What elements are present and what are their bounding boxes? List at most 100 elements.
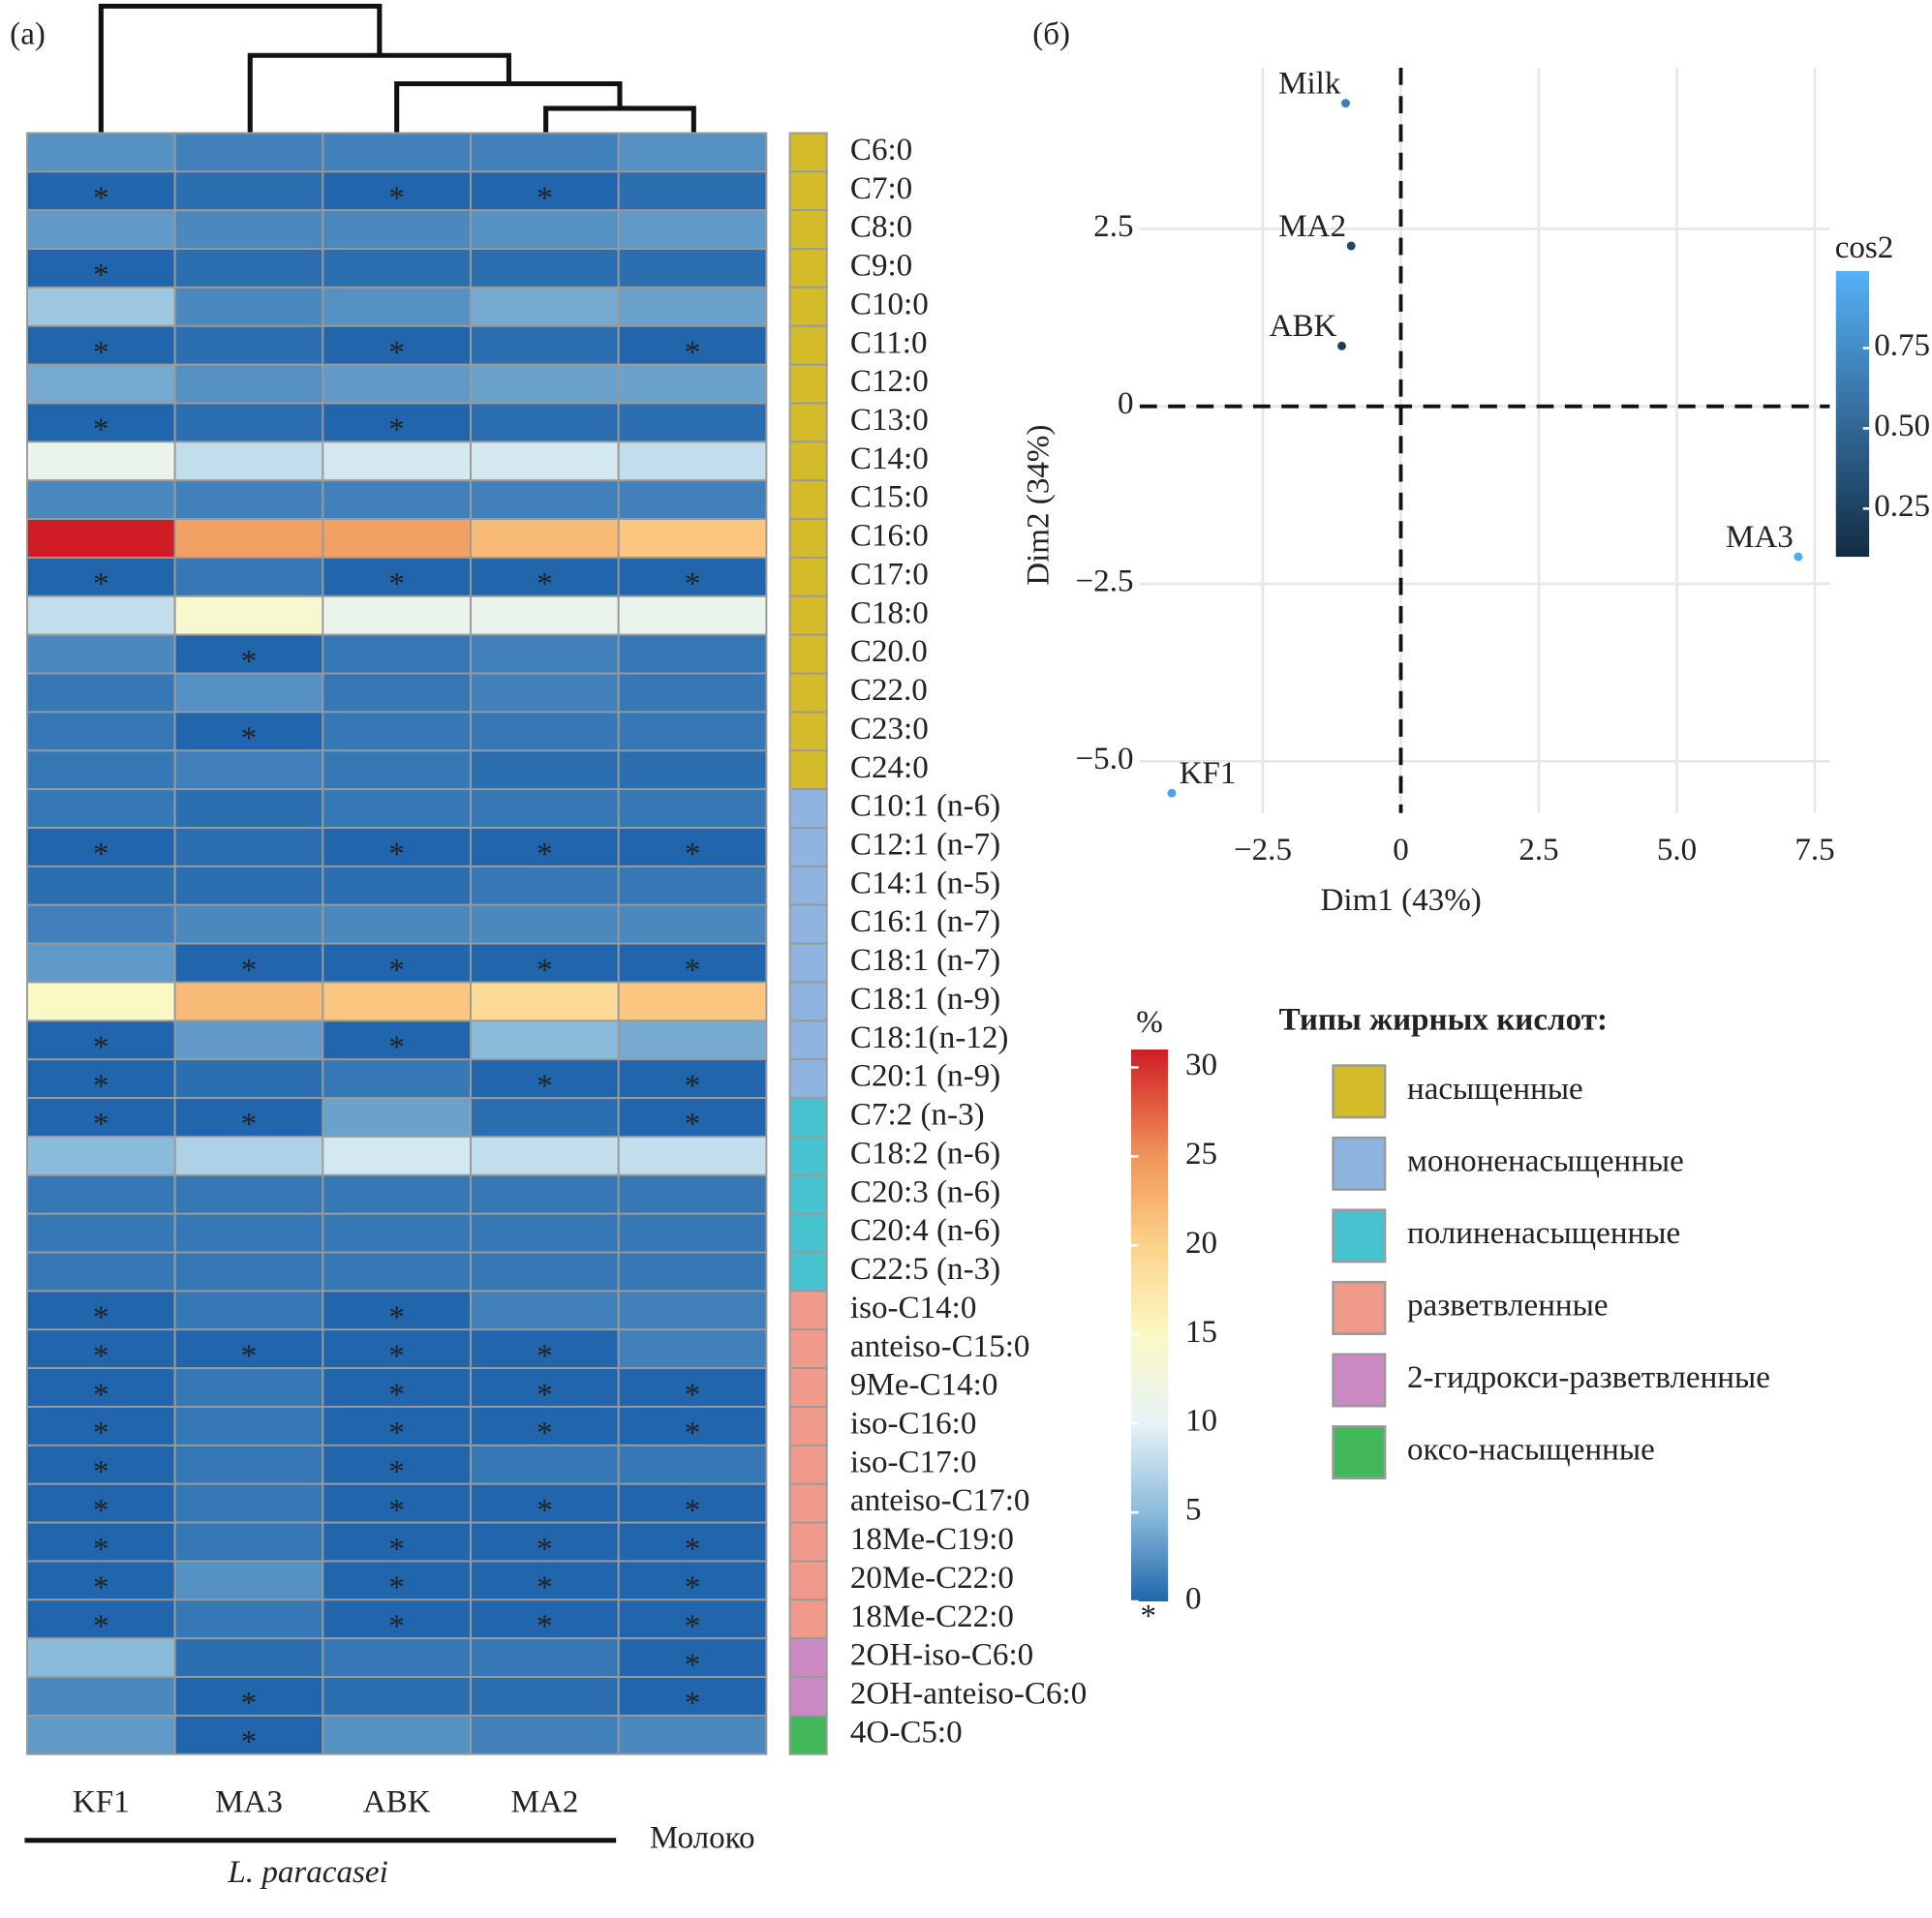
heatmap-cell <box>173 1328 324 1370</box>
heatmap-cell <box>617 1560 768 1601</box>
heatmap-cell <box>617 827 768 868</box>
heatmap-cell <box>26 865 176 906</box>
zero-marker: * <box>241 1339 258 1374</box>
heatmap-cell <box>322 903 472 945</box>
row-label: C13:0 <box>850 403 929 438</box>
row-label: C22:5 (n-3) <box>850 1252 1000 1287</box>
heatmap-cell <box>322 1173 472 1215</box>
heatmap-cell <box>173 1444 324 1485</box>
row-group-cell <box>788 1444 828 1485</box>
heatmap-cell <box>617 633 768 675</box>
row-group-cell <box>788 1521 828 1563</box>
legend-swatch <box>1332 1353 1387 1408</box>
heatmap-cell <box>173 672 324 714</box>
legend-swatch <box>1332 1064 1387 1119</box>
heatmap-cell <box>26 518 176 559</box>
heatmap-cell <box>470 594 620 636</box>
heatmap-cell <box>26 788 176 829</box>
row-label: anteiso-C15:0 <box>850 1329 1030 1364</box>
heatmap-cell <box>173 286 324 327</box>
heatmap-cell <box>470 1560 620 1601</box>
point-label: MA2 <box>1278 209 1346 244</box>
row-label: C20:3 (n-6) <box>850 1174 1000 1209</box>
zero-marker: * <box>93 1493 109 1528</box>
heatmap-cell <box>322 1637 472 1679</box>
heatmap-cell <box>322 1521 472 1563</box>
row-group-cell <box>788 633 828 675</box>
heatmap-cell <box>173 1598 324 1640</box>
heatmap-cell <box>26 594 176 636</box>
zero-marker: * <box>537 567 553 602</box>
heatmap-cell <box>617 594 768 636</box>
heatmap-cell <box>470 1598 620 1640</box>
colorbar-tick-label: 10 <box>1185 1404 1217 1439</box>
heatmap-cell <box>173 594 324 636</box>
heatmap-cell <box>322 1251 472 1293</box>
heatmap-cell <box>470 827 620 868</box>
zero-marker: * <box>388 1378 405 1413</box>
zero-marker: * <box>241 1687 258 1721</box>
zero-marker: * <box>537 1493 553 1528</box>
heatmap-cell <box>26 1637 176 1679</box>
y-tick-label: 0 <box>1118 386 1134 421</box>
heatmap-cell <box>617 324 768 366</box>
heatmap-cell <box>470 1135 620 1176</box>
heatmap-cell <box>26 942 176 984</box>
heatmap-cell <box>617 1097 768 1138</box>
zero-marker: * <box>388 1339 405 1374</box>
row-label: iso-C17:0 <box>850 1445 977 1479</box>
heatmap-cell <box>617 518 768 559</box>
point-label: MA3 <box>1726 520 1794 555</box>
row-label: C23:0 <box>850 712 929 746</box>
heatmap-cell <box>173 209 324 250</box>
colorbar-title: % <box>1136 1005 1163 1040</box>
heatmap-cell <box>26 1714 176 1755</box>
colorbar-tick-label: 25 <box>1185 1137 1217 1172</box>
x-axis-title: Dim1 (43%) <box>1320 883 1481 918</box>
heatmap-cell <box>617 1135 768 1176</box>
x-tick-label: 2.5 <box>1518 833 1558 868</box>
zero-marker: * <box>93 837 109 872</box>
point <box>1346 241 1356 251</box>
zero-marker: * <box>93 1455 109 1490</box>
column-group-label: L. paracasei <box>227 1855 387 1890</box>
legend-swatch <box>1332 1136 1387 1191</box>
heatmap-cell <box>470 1676 620 1717</box>
zero-marker: * <box>685 837 701 872</box>
zero-marker: * <box>93 259 109 293</box>
heatmap-cell <box>322 132 472 173</box>
row-group-cell <box>788 479 828 521</box>
heatmap-cell <box>470 402 620 443</box>
row-group-cell <box>788 248 828 289</box>
heatmap-cell <box>617 132 768 173</box>
heatmap-cell <box>173 441 324 482</box>
heatmap-cell <box>470 1020 620 1061</box>
heatmap-cell <box>322 479 472 521</box>
zero-marker: * <box>388 412 405 447</box>
heatmap-cell <box>322 594 472 636</box>
legend-label: оксо-насыщенные <box>1407 1433 1655 1468</box>
zero-marker: * <box>537 1339 553 1374</box>
x-tick-label: −2.5 <box>1234 833 1292 868</box>
heatmap-cell <box>26 711 176 752</box>
y-tick-label: −2.5 <box>1076 564 1134 599</box>
heatmap-cell <box>617 1058 768 1100</box>
row-label: 18Me-C19:0 <box>850 1522 1014 1557</box>
row-group-cell <box>788 209 828 250</box>
zero-marker: * <box>537 1532 553 1567</box>
zero-marker: * <box>685 1378 701 1413</box>
heatmap-cell <box>173 1406 324 1446</box>
row-label: C22.0 <box>850 673 928 708</box>
zero-marker: * <box>241 1108 258 1142</box>
colorbar <box>1835 270 1870 558</box>
heatmap-cell <box>173 1290 324 1331</box>
heatmap-cell <box>470 209 620 250</box>
column-label: Молоко <box>650 1820 755 1855</box>
zero-marker: * <box>537 953 553 988</box>
heatmap-cell <box>26 827 176 868</box>
legend-title: Типы жирных кислот: <box>1279 1003 1608 1038</box>
zero-marker: * <box>388 1030 405 1065</box>
legend-label: насыщенные <box>1407 1072 1583 1107</box>
heatmap-cell <box>617 865 768 906</box>
heatmap-cell <box>617 209 768 250</box>
